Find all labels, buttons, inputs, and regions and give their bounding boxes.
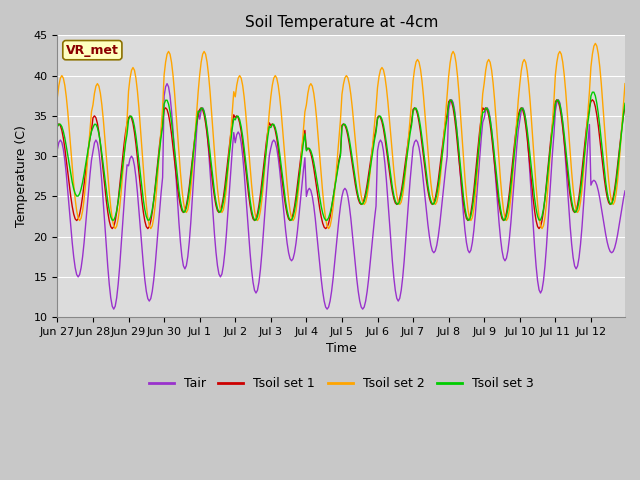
Y-axis label: Temperature (C): Temperature (C): [15, 125, 28, 227]
Legend: Tair, Tsoil set 1, Tsoil set 2, Tsoil set 3: Tair, Tsoil set 1, Tsoil set 2, Tsoil se…: [144, 372, 539, 396]
Title: Soil Temperature at -4cm: Soil Temperature at -4cm: [244, 15, 438, 30]
X-axis label: Time: Time: [326, 342, 356, 356]
Text: VR_met: VR_met: [66, 44, 119, 57]
